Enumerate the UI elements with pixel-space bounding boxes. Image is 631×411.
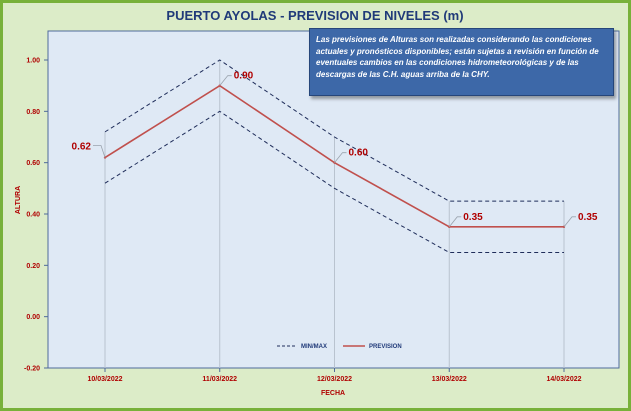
series-min-line: [104, 110, 564, 253]
data-label: 0.62: [72, 142, 92, 153]
data-label: 0.60: [349, 148, 369, 159]
annotation-note: Las previsiones de Alturas son realizada…: [309, 28, 614, 96]
data-label: 0.35: [578, 212, 598, 223]
label-leader-line: [448, 216, 462, 228]
label-leader-line: [93, 145, 106, 158]
x-tick-label: 11/03/2022: [202, 376, 237, 383]
y-tick-label: 0.80: [26, 109, 40, 116]
y-tick-label: 0.00: [26, 314, 40, 321]
chart-title: PUERTO AYOLAS - PREVISION DE NIVELES (m): [166, 8, 463, 23]
series-max-line: [104, 59, 564, 202]
legend-minmax-label: MIN/MAX: [301, 344, 327, 350]
y-tick-label: -0.20: [24, 366, 40, 373]
label-leader-line: [219, 75, 232, 86]
label-leader-line: [563, 216, 576, 228]
x-tick-label: 14/03/2022: [546, 376, 581, 383]
y-tick-label: 1.00: [26, 58, 40, 65]
legend-prevision-label: PREVISION: [369, 344, 402, 350]
label-leader-line: [334, 152, 347, 163]
data-label: 0.35: [463, 212, 483, 223]
y-tick-label: 0.60: [26, 160, 40, 167]
x-axis-label: FECHA: [321, 390, 345, 397]
y-tick-label: 0.20: [26, 263, 40, 270]
y-axis-label: ALTURA: [15, 186, 22, 214]
x-tick-label: 12/03/2022: [317, 376, 352, 383]
x-tick-label: 10/03/2022: [87, 376, 122, 383]
x-tick-label: 13/03/2022: [432, 376, 467, 383]
y-tick-label: 0.40: [26, 212, 40, 219]
data-label: 0.90: [234, 71, 254, 82]
